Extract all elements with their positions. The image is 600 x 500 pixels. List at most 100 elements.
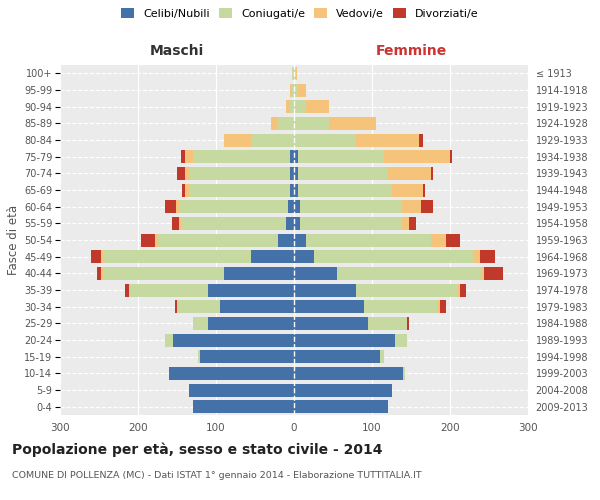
Bar — [300, 217, 401, 230]
Bar — [278, 117, 294, 130]
Bar — [298, 150, 384, 163]
Bar — [288, 200, 294, 213]
Bar — [306, 100, 329, 113]
Bar — [384, 150, 450, 163]
Bar — [286, 217, 294, 230]
Bar — [300, 200, 401, 213]
Bar — [306, 234, 431, 246]
Bar — [419, 134, 422, 146]
Bar — [294, 317, 368, 330]
Bar — [298, 184, 392, 196]
Bar — [356, 284, 458, 296]
Bar — [294, 184, 298, 196]
Bar — [431, 234, 446, 246]
Bar — [438, 300, 440, 313]
Bar — [173, 334, 294, 346]
Bar — [175, 300, 177, 313]
Bar — [179, 217, 181, 230]
Bar — [164, 200, 176, 213]
Bar — [179, 200, 288, 213]
Bar — [91, 250, 101, 263]
Bar — [128, 284, 130, 296]
Bar — [290, 100, 294, 113]
Bar — [368, 317, 407, 330]
Bar — [103, 250, 251, 263]
Bar — [193, 150, 290, 163]
Bar — [329, 117, 376, 130]
Bar — [392, 184, 422, 196]
Legend: Celibi/Nubili, Coniugati/e, Vedovi/e, Divorziati/e: Celibi/Nubili, Coniugati/e, Vedovi/e, Di… — [121, 8, 479, 19]
Bar — [292, 84, 294, 96]
Bar — [125, 284, 128, 296]
Bar — [271, 117, 278, 130]
Bar — [176, 200, 179, 213]
Bar — [181, 217, 286, 230]
Bar — [294, 300, 364, 313]
Bar — [294, 234, 306, 246]
Bar — [185, 184, 188, 196]
Bar — [450, 150, 452, 163]
Bar — [314, 250, 473, 263]
Bar — [380, 350, 384, 363]
Bar — [165, 334, 173, 346]
Bar — [473, 250, 479, 263]
Bar — [409, 217, 416, 230]
Bar — [294, 150, 298, 163]
Bar — [182, 184, 185, 196]
Bar — [155, 234, 157, 246]
Bar — [401, 200, 421, 213]
Bar — [224, 267, 294, 280]
Text: Maschi: Maschi — [150, 44, 204, 59]
Bar — [185, 167, 188, 180]
Bar — [157, 234, 278, 246]
Bar — [431, 167, 433, 180]
Bar — [103, 267, 224, 280]
Bar — [401, 217, 409, 230]
Bar — [294, 117, 329, 130]
Bar — [193, 317, 208, 330]
Bar — [188, 384, 294, 396]
Bar — [294, 84, 298, 96]
Text: Femmine: Femmine — [376, 44, 446, 59]
Bar — [278, 234, 294, 246]
Bar — [460, 284, 466, 296]
Bar — [292, 67, 294, 80]
Bar — [294, 100, 306, 113]
Bar — [294, 167, 298, 180]
Bar — [101, 267, 103, 280]
Bar — [224, 134, 251, 146]
Bar — [189, 167, 290, 180]
Bar — [286, 100, 290, 113]
Bar — [294, 250, 314, 263]
Bar — [364, 300, 438, 313]
Bar — [141, 234, 155, 246]
Bar — [251, 250, 294, 263]
Bar — [198, 350, 200, 363]
Bar — [294, 267, 337, 280]
Bar — [294, 134, 356, 146]
Bar — [298, 167, 388, 180]
Bar — [440, 300, 446, 313]
Bar — [290, 150, 294, 163]
Bar — [130, 284, 208, 296]
Bar — [403, 367, 405, 380]
Bar — [294, 200, 300, 213]
Bar — [294, 67, 296, 80]
Bar — [172, 217, 179, 230]
Bar — [458, 284, 460, 296]
Bar — [169, 367, 294, 380]
Bar — [290, 184, 294, 196]
Bar — [484, 267, 503, 280]
Bar — [200, 350, 294, 363]
Bar — [294, 367, 403, 380]
Bar — [101, 250, 103, 263]
Bar — [185, 150, 193, 163]
Bar — [479, 250, 495, 263]
Bar — [294, 400, 388, 413]
Bar — [294, 334, 395, 346]
Bar — [189, 184, 290, 196]
Bar — [356, 134, 419, 146]
Bar — [446, 234, 460, 246]
Bar — [177, 167, 185, 180]
Bar — [294, 284, 356, 296]
